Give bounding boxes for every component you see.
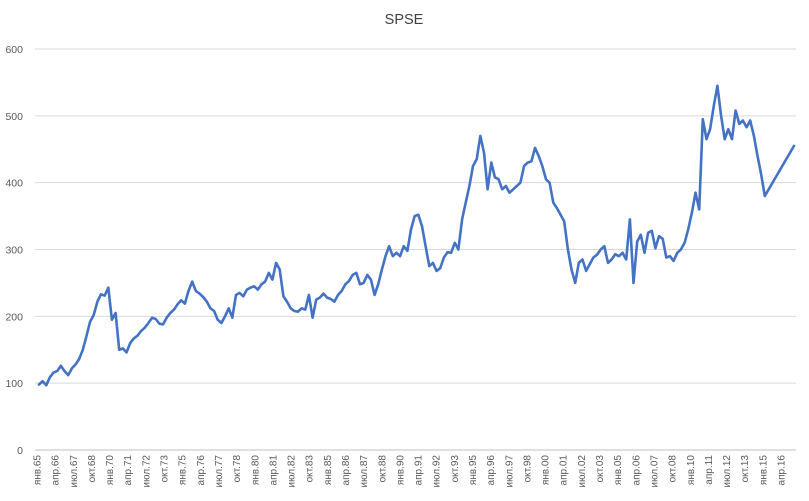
x-tick-label: янв.15 <box>758 455 769 486</box>
x-tick-label: окт.68 <box>87 455 98 483</box>
x-tick-label: окт.03 <box>595 455 606 483</box>
y-tick-label: 100 <box>5 378 23 390</box>
y-tick-label: 300 <box>5 245 23 257</box>
x-tick-label: янв.65 <box>33 455 44 486</box>
x-tick-label: июл.07 <box>649 455 660 488</box>
x-tick-label: окт.83 <box>305 455 316 483</box>
x-tick-label: апр.16 <box>777 455 788 486</box>
x-tick-label: окт.73 <box>160 455 171 483</box>
y-tick-label: 400 <box>5 178 23 190</box>
gridlines <box>35 48 796 451</box>
x-tick-label: янв.75 <box>178 455 189 486</box>
x-tick-label: апр.66 <box>51 455 62 486</box>
x-tick-label: окт.98 <box>522 455 533 483</box>
x-tick-label: июл.02 <box>577 455 588 488</box>
x-tick-label: апр.06 <box>631 455 642 486</box>
y-tick-label: 0 <box>17 445 23 457</box>
x-tick-label: янв.10 <box>686 455 697 486</box>
x-tick-label: окт.13 <box>740 455 751 483</box>
x-tick-label: апр.86 <box>341 455 352 486</box>
x-tick-label: окт.08 <box>668 455 679 483</box>
x-tick-label: июл.72 <box>141 455 152 488</box>
x-axis-tick-labels: янв.65 апр.66 июл.67 окт.68 янв.70 апр.71 июл.… <box>33 455 788 488</box>
y-tick-label: 500 <box>5 111 23 123</box>
x-tick-label: июл.12 <box>722 455 733 488</box>
x-tick-label: июл.82 <box>287 455 298 488</box>
x-tick-label: июл.92 <box>432 455 443 488</box>
x-tick-label: июл.77 <box>214 455 225 488</box>
x-tick-label: окт.78 <box>232 455 243 483</box>
x-tick-label: янв.95 <box>468 455 479 486</box>
y-tick-label: 600 <box>5 44 23 56</box>
y-tick-label: 200 <box>5 311 23 323</box>
series-line <box>37 84 796 387</box>
chart-title: SPSE <box>385 12 424 28</box>
x-tick-label: апр.96 <box>486 455 497 486</box>
x-tick-label: апр.76 <box>196 455 207 486</box>
x-tick-label: янв.90 <box>395 455 406 486</box>
x-tick-label: апр.01 <box>559 455 570 486</box>
x-tick-label: апр.81 <box>268 455 279 486</box>
x-tick-label: апр.11 <box>704 455 715 485</box>
x-tick-label: окт.88 <box>377 455 388 483</box>
x-tick-label: янв.00 <box>541 455 552 486</box>
x-tick-label: янв.80 <box>250 455 261 486</box>
x-tick-label: июл.67 <box>69 455 80 488</box>
x-tick-label: янв.05 <box>613 455 624 486</box>
x-tick-label: окт.93 <box>450 455 461 483</box>
x-tick-label: апр.71 <box>123 455 134 486</box>
x-tick-label: янв.70 <box>105 455 116 486</box>
x-tick-label: июл.87 <box>359 455 370 488</box>
x-tick-label: апр.91 <box>414 455 425 486</box>
x-tick-label: янв.85 <box>323 455 334 486</box>
series-layer <box>37 84 796 387</box>
y-axis-tick-labels: 0 100 200 300 400 500 600 <box>5 44 23 457</box>
x-tick-label: июл.97 <box>504 455 515 488</box>
